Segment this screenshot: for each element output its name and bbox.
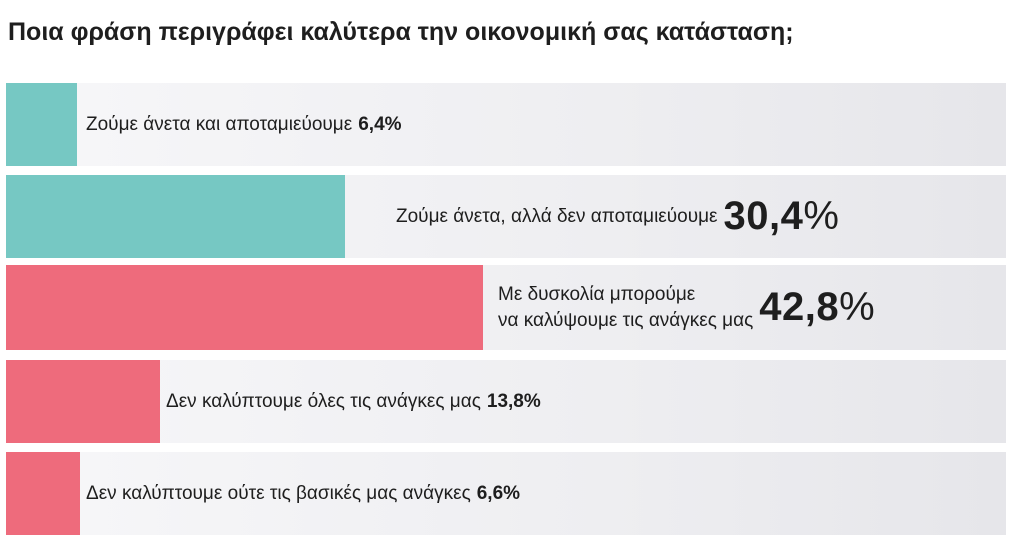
value-label: 6,4% [358,113,402,135]
bar-label: Δεν καλύπτουμε ούτε τις βασικές μας ανάγ… [86,452,520,535]
category-label: Ζούμε άνετα και αποταμιεύουμε [86,113,353,135]
chart-title: Ποια φράση περιγράφει καλύτερα την οικον… [8,18,794,46]
bar-label: Με δυσκολία μπορούμε να καλύψουμε τις ανά… [498,265,875,350]
bar [6,175,345,258]
bar-track: Ζούμε άνετα και αποταμιεύουμε 6,4% [6,83,1006,166]
category-label: Δεν καλύπτουμε ούτε τις βασικές μας ανάγ… [86,482,471,504]
bar-label: Ζούμε άνετα και αποταμιεύουμε 6,4% [86,83,402,166]
bar [6,265,483,350]
value-label: 6,6% [476,482,521,504]
bar [6,360,160,443]
value-label: 30,4% [724,194,840,239]
value-number: 30,4 [723,194,804,238]
percent-sign: % [803,194,840,238]
category-label: Με δυσκολία μπορούμε να καλύψουμε τις ανά… [498,283,754,331]
category-label: Ζούμε άνετα, αλλά δεν αποταμιεύουμε [396,205,718,227]
value-number: 42,8 [759,285,840,329]
bar-label: Ζούμε άνετα, αλλά δεν αποταμιεύουμε 30,4% [396,175,839,258]
bar [6,83,77,166]
bar-track: Δεν καλύπτουμε ούτε τις βασικές μας ανάγ… [6,452,1006,535]
bar [6,452,80,535]
bar-track: Ζούμε άνετα, αλλά δεν αποταμιεύουμε 30,4% [6,175,1006,258]
percent-sign: % [839,285,876,329]
category-label: Δεν καλύπτουμε όλες τις ανάγκες μας [166,390,481,412]
bar-track: Με δυσκολία μπορούμε να καλύψουμε τις ανά… [6,265,1006,350]
value-label: 42,8% [759,285,875,330]
value-label: 13,8% [486,390,541,412]
bar-track: Δεν καλύπτουμε όλες τις ανάγκες μας 13,8% [6,360,1006,443]
bar-label: Δεν καλύπτουμε όλες τις ανάγκες μας 13,8% [166,360,541,443]
